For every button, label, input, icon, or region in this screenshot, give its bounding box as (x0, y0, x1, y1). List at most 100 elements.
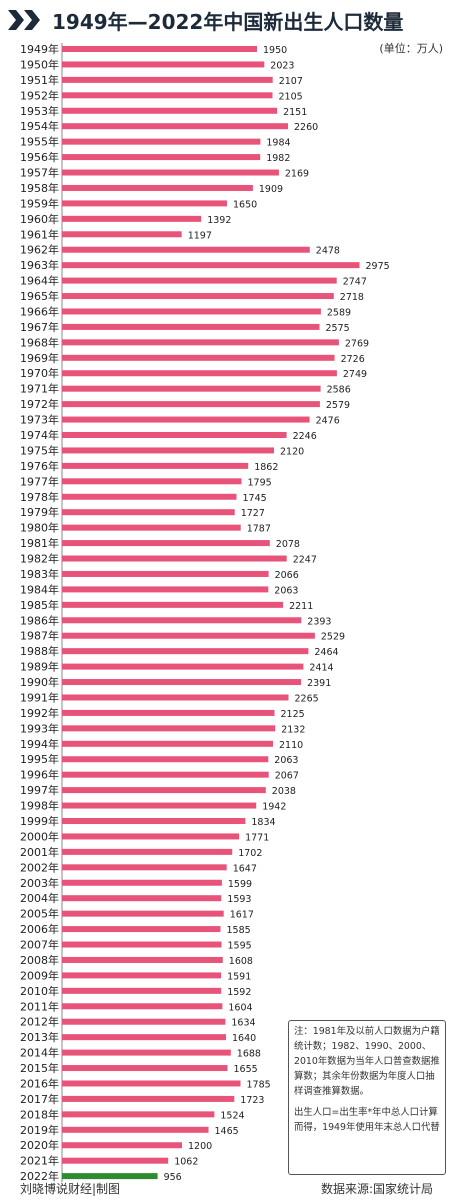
bar (62, 771, 269, 778)
bar (62, 1065, 228, 1072)
year-label: 1990年 (20, 675, 59, 689)
bar (62, 802, 257, 809)
value-label: 2246 (293, 431, 317, 442)
value-label: 1982 (266, 153, 290, 164)
year-label: 2008年 (20, 953, 59, 967)
year-label: 1989年 (20, 660, 59, 674)
year-label: 1991年 (20, 690, 59, 704)
year-label: 2009年 (20, 968, 59, 982)
value-label: 2769 (345, 338, 369, 349)
year-label: 1955年 (20, 135, 59, 149)
bar (62, 385, 321, 392)
year-label: 1977年 (20, 474, 59, 488)
year-label: 2010年 (20, 984, 59, 998)
value-label: 2414 (309, 663, 333, 674)
bar (62, 679, 302, 686)
unit-label: (单位：万人) (379, 42, 443, 55)
value-label: 2575 (326, 323, 350, 334)
footer-source: 数据来源:国家统计局 (320, 1182, 433, 1196)
value-label: 2718 (340, 292, 364, 303)
bar (62, 632, 315, 639)
bar (62, 262, 360, 269)
bar (62, 601, 284, 608)
year-label: 1962年 (20, 243, 59, 257)
value-label: 2067 (275, 771, 299, 782)
value-label: 2529 (321, 632, 345, 643)
year-label: 2013年 (20, 1030, 59, 1044)
year-label: 1954年 (20, 119, 59, 133)
year-label: 1998年 (20, 799, 59, 813)
year-label: 1981年 (20, 536, 59, 550)
value-label: 1862 (254, 462, 278, 473)
year-label: 1950年 (20, 57, 59, 71)
value-label: 2464 (314, 647, 338, 658)
bar (62, 694, 289, 701)
year-label: 1956年 (20, 150, 59, 164)
bar (62, 926, 221, 933)
year-label: 1996年 (20, 768, 59, 782)
value-label: 1599 (228, 879, 252, 890)
value-label: 2586 (327, 385, 351, 396)
bar (62, 956, 223, 963)
year-label: 2002年 (20, 860, 59, 874)
value-label: 1524 (220, 1110, 244, 1121)
bar (62, 154, 261, 161)
year-label: 1964年 (20, 274, 59, 288)
bar (62, 354, 335, 361)
value-label: 2120 (280, 446, 304, 457)
note-text-1: 注：1981年及以前人口数据为户籍统计数；1982、1990、2000、2010… (294, 1026, 440, 1097)
year-label: 2022年 (20, 1169, 59, 1183)
year-label: 2006年 (20, 922, 59, 936)
bar (62, 848, 233, 855)
value-label: 2110 (279, 740, 303, 751)
bar (62, 555, 287, 562)
value-label: 2038 (272, 786, 296, 797)
value-label: 2107 (279, 76, 303, 87)
year-label: 1993年 (20, 721, 59, 735)
value-label: 1950 (263, 45, 287, 56)
year-label: 2020年 (20, 1138, 59, 1152)
bar (62, 540, 270, 547)
year-label: 1985年 (20, 598, 59, 612)
value-label: 1585 (227, 925, 251, 936)
value-label: 2066 (275, 570, 299, 581)
year-label: 1969年 (20, 351, 59, 365)
year-label: 2003年 (20, 876, 59, 890)
year-label: 1980年 (20, 521, 59, 535)
value-label: 2476 (316, 416, 340, 427)
value-label: 1942 (262, 802, 286, 813)
bar (62, 1034, 226, 1041)
value-label: 1062 (174, 1157, 198, 1168)
bar (62, 648, 309, 655)
bar (62, 509, 235, 516)
bar (62, 1126, 209, 1133)
bar (62, 1003, 223, 1010)
year-label: 1987年 (20, 629, 59, 643)
value-label: 2726 (341, 354, 365, 365)
bar (62, 231, 182, 238)
year-label: 1953年 (20, 104, 59, 118)
year-label: 1961年 (20, 227, 59, 241)
bar (62, 200, 227, 207)
year-label: 1988年 (20, 644, 59, 658)
bar (62, 169, 279, 176)
value-label: 2975 (366, 261, 390, 272)
value-label: 1727 (241, 508, 265, 519)
value-label: 2169 (285, 169, 309, 180)
value-label: 2125 (281, 709, 305, 720)
year-label: 2007年 (20, 938, 59, 952)
value-label: 1634 (231, 1018, 255, 1029)
value-label: 1640 (232, 1033, 256, 1044)
bar (62, 401, 320, 408)
bar (62, 107, 278, 114)
value-label: 2579 (326, 400, 350, 411)
bar (62, 138, 261, 145)
value-label: 1655 (234, 1064, 258, 1075)
year-label: 1974年 (20, 428, 59, 442)
year-label: 1992年 (20, 706, 59, 720)
bar (62, 1111, 215, 1118)
year-label: 1973年 (20, 413, 59, 427)
year-label: 2016年 (20, 1076, 59, 1090)
value-label: 1617 (230, 910, 254, 921)
